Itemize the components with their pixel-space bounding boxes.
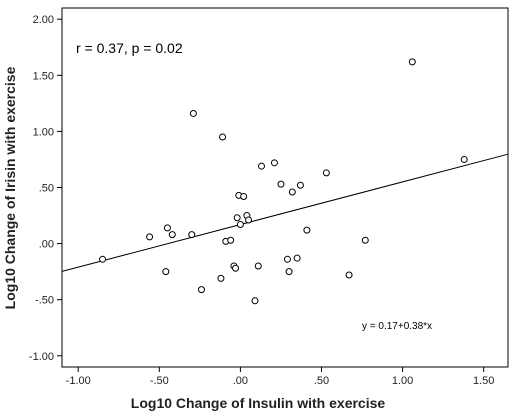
data-point bbox=[285, 268, 293, 276]
y-tick-label: 2.00 bbox=[33, 14, 54, 26]
y-tick-label: 1.50 bbox=[33, 70, 54, 82]
data-point bbox=[254, 262, 262, 270]
data-point bbox=[251, 297, 259, 305]
x-tick-label: -.50 bbox=[150, 375, 169, 387]
data-point bbox=[322, 169, 330, 177]
x-tick-label: -1.00 bbox=[66, 375, 91, 387]
y-tick-label: -.50 bbox=[35, 295, 54, 307]
y-axis-title: Log10 Change of Irisin with exercise bbox=[2, 66, 18, 309]
data-point bbox=[460, 155, 468, 163]
correlation-annotation: r = 0.37, p = 0.02 bbox=[76, 40, 183, 56]
data-point bbox=[188, 231, 196, 239]
data-point bbox=[227, 236, 235, 244]
data-point bbox=[288, 188, 296, 196]
y-tick-label: -1.00 bbox=[29, 351, 54, 363]
data-point bbox=[217, 274, 225, 282]
data-point bbox=[99, 255, 107, 263]
fit-equation-label: y = 0.17+0.38*x bbox=[362, 321, 432, 332]
regression-line bbox=[61, 153, 509, 272]
data-point bbox=[232, 264, 240, 272]
data-point bbox=[236, 221, 244, 229]
data-point bbox=[219, 133, 227, 141]
data-point bbox=[270, 159, 278, 167]
data-point bbox=[283, 255, 291, 263]
data-point bbox=[146, 233, 154, 241]
data-point bbox=[303, 226, 311, 234]
data-point bbox=[233, 214, 241, 222]
x-tick-label: .00 bbox=[233, 375, 248, 387]
x-tick-label: .50 bbox=[314, 375, 329, 387]
data-point bbox=[361, 236, 369, 244]
data-point bbox=[189, 109, 197, 117]
x-tick-label: 1.00 bbox=[392, 375, 413, 387]
data-point bbox=[296, 181, 304, 189]
x-tick-label: 1.50 bbox=[473, 375, 494, 387]
data-point bbox=[345, 271, 353, 279]
data-point bbox=[162, 268, 170, 276]
plot-frame bbox=[61, 7, 509, 368]
y-axis: -1.00 -.50 .00 .50 1.00 1.50 2.00 bbox=[29, 14, 62, 363]
data-point bbox=[168, 231, 176, 239]
data-point bbox=[293, 254, 301, 262]
data-point bbox=[197, 286, 205, 294]
y-tick-label: .50 bbox=[39, 183, 54, 195]
data-point bbox=[163, 224, 171, 232]
y-tick-label: 1.00 bbox=[33, 126, 54, 138]
x-axis: -1.00 -.50 .00 .50 1.00 1.50 bbox=[66, 367, 494, 387]
data-point bbox=[408, 58, 416, 66]
data-point bbox=[240, 192, 248, 200]
data-point bbox=[277, 180, 285, 188]
x-axis-title: Log10 Change of Insulin with exercise bbox=[131, 395, 386, 411]
data-points bbox=[99, 58, 468, 305]
data-point bbox=[245, 216, 253, 224]
data-point bbox=[257, 162, 265, 170]
y-tick-label: .00 bbox=[39, 239, 54, 251]
